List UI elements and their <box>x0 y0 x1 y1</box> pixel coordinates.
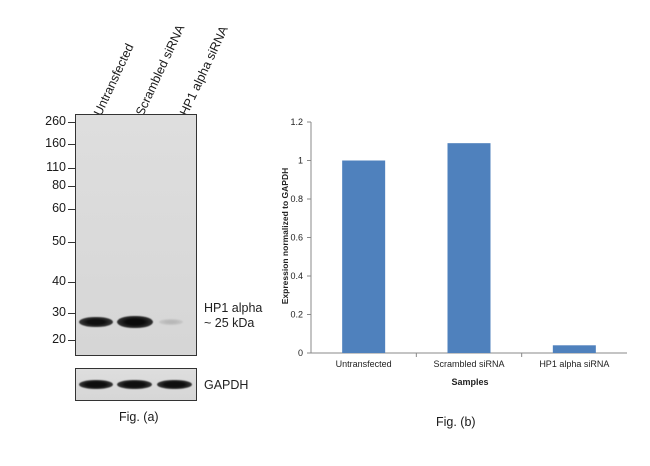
marker-60: 60 <box>52 201 66 215</box>
band-label-hp1-alpha: HP1 alpha <box>204 301 263 315</box>
marker-260: 260 <box>45 114 66 128</box>
marker-80: 80 <box>52 178 66 192</box>
marker-tick-50 <box>68 242 75 243</box>
y-tick-label: 0.4 <box>290 271 303 281</box>
marker-tick-260 <box>68 122 75 123</box>
bar-hp1-alpha-sirna <box>552 345 596 353</box>
band-hp1-alpha-sirna <box>159 319 183 325</box>
marker-tick-110 <box>68 168 75 169</box>
y-tick-label: 1.2 <box>290 117 303 127</box>
marker-20: 20 <box>52 332 66 346</box>
figure-b-caption: Fig. (b) <box>436 415 476 429</box>
band-scrambled-sirna <box>117 316 153 328</box>
marker-tick-60 <box>68 209 75 210</box>
figure-a-caption: Fig. (a) <box>119 410 159 424</box>
gapdh-label: GAPDH <box>204 378 249 392</box>
marker-110: 110 <box>46 160 66 174</box>
marker-tick-40 <box>68 282 75 283</box>
x-tick-label: Untransfected <box>336 359 392 369</box>
y-tick-label: 0.2 <box>290 310 303 320</box>
marker-tick-160 <box>68 144 75 145</box>
x-axis: Untransfected Scrambled siRNA HP1 alpha si… <box>311 352 627 369</box>
marker-160: 160 <box>45 136 66 150</box>
y-tick-label: 1 <box>298 156 303 166</box>
gapdh-band-untransfected <box>79 380 113 389</box>
marker-tick-30 <box>68 313 75 314</box>
y-tick-label: 0.8 <box>290 194 303 204</box>
gapdh-blot-image <box>75 368 197 401</box>
bar-untransfected <box>342 160 386 353</box>
marker-40: 40 <box>52 274 66 288</box>
band-label-size: ~ 25 kDa <box>204 316 255 330</box>
main-blot-image <box>75 114 197 356</box>
x-tick-label: HP1 alpha siRNA <box>539 359 609 369</box>
marker-50: 50 <box>52 234 66 248</box>
bars <box>342 143 596 353</box>
y-axis: 0 0.2 0.4 0.6 0.8 1 1.2 <box>290 117 312 358</box>
x-tick-label: Scrambled siRNA <box>433 359 504 369</box>
gapdh-band-scrambled-sirna <box>117 380 152 389</box>
marker-tick-20 <box>68 340 75 341</box>
marker-tick-80 <box>68 186 75 187</box>
marker-30: 30 <box>52 305 66 319</box>
gapdh-band-hp1-alpha-sirna <box>157 380 192 389</box>
y-axis-label: Expression normalized to GAPDH <box>280 168 290 305</box>
band-untransfected <box>79 317 113 327</box>
x-axis-label: Samples <box>451 377 488 387</box>
bar-scrambled-sirna <box>447 143 491 353</box>
y-tick-label: 0.6 <box>290 233 303 243</box>
y-tick-label: 0 <box>298 348 303 358</box>
